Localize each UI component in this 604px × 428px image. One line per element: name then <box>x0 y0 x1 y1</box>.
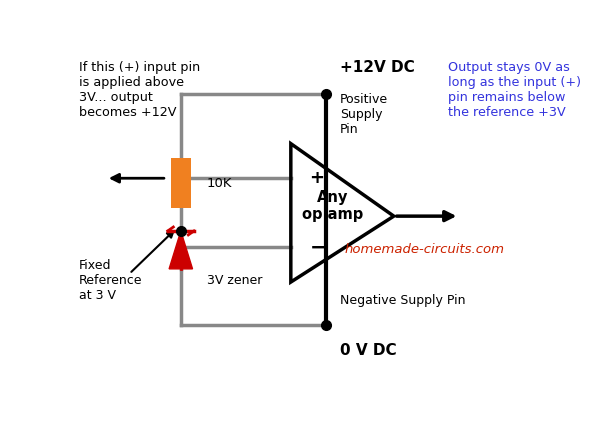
Text: +12V DC: +12V DC <box>340 59 415 74</box>
Text: Negative Supply Pin: Negative Supply Pin <box>340 294 466 306</box>
Polygon shape <box>169 231 193 269</box>
Text: 3V zener: 3V zener <box>207 274 262 287</box>
Text: −: − <box>310 238 327 258</box>
Text: 10K: 10K <box>206 177 231 190</box>
Text: If this (+) input pin
is applied above
3V... output
becomes +12V: If this (+) input pin is applied above 3… <box>79 61 201 119</box>
Text: 0 V DC: 0 V DC <box>340 343 397 358</box>
Text: homemade-circuits.com: homemade-circuits.com <box>345 243 505 256</box>
Text: Positive
Supply
Pin: Positive Supply Pin <box>340 92 388 136</box>
Text: +: + <box>310 169 324 187</box>
Text: Any
op amp: Any op amp <box>303 190 364 223</box>
Bar <box>170 158 191 208</box>
Text: Fixed
Reference
at 3 V: Fixed Reference at 3 V <box>79 259 143 302</box>
Text: Output stays 0V as
long as the input (+)
pin remains below
the reference +3V: Output stays 0V as long as the input (+)… <box>448 61 580 119</box>
